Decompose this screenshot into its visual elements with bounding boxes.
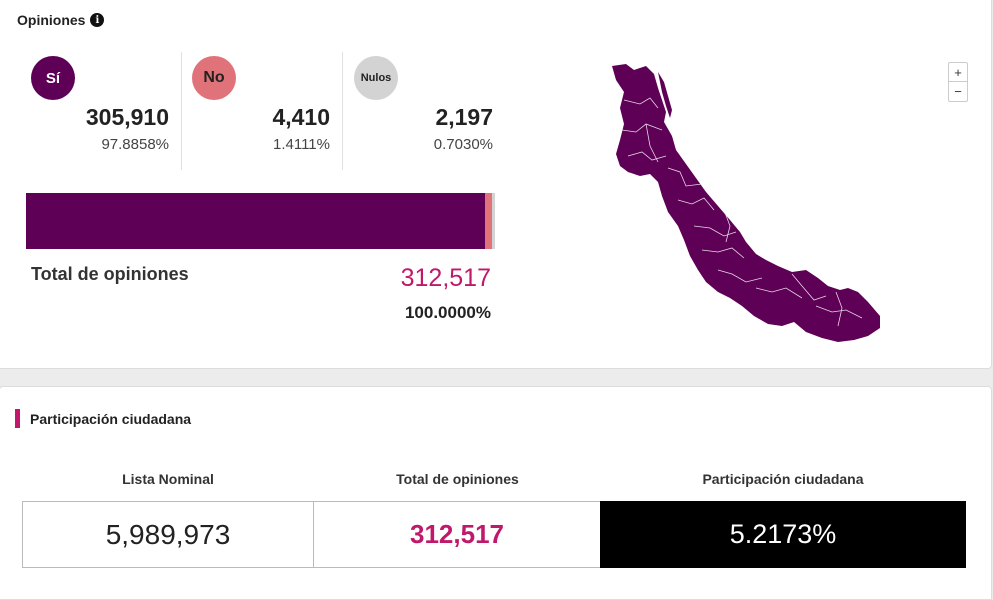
option-si-count: 305,910: [85, 104, 169, 130]
municipality-borders: [621, 97, 863, 327]
option-no-percentage: 1.4111%: [273, 136, 330, 153]
option-nulos-percentage: 0.7030%: [433, 136, 493, 153]
option-si-percentage: 97.8858%: [101, 136, 169, 153]
divider: [181, 52, 182, 170]
divider: [342, 52, 343, 170]
participacion-value: 5.2173%: [600, 501, 966, 568]
lista-nominal-header: Lista Nominal: [122, 471, 214, 487]
participacion-title: Participación ciudadana: [15, 409, 191, 428]
opiniones-title: Opiniones i: [17, 12, 105, 28]
option-nulos-badge: Nulos: [354, 56, 398, 100]
bar-segment-si: [26, 193, 486, 249]
option-si-badge: Sí: [31, 56, 75, 100]
option-nulos-count: 2,197: [435, 104, 493, 130]
bar-segment-nulos: [491, 193, 495, 249]
opiniones-card: Opiniones i Sí 305,910 97.8858% No 4,410…: [0, 0, 992, 369]
total-opiniones-value: 312,517: [313, 501, 602, 568]
title-accent-mark: [15, 409, 20, 428]
opinion-share-bar: [26, 193, 495, 249]
participacion-header: Participación ciudadana: [702, 471, 864, 487]
total-percentage: 100.0000%: [404, 303, 491, 322]
map-coast-strip: [658, 72, 672, 118]
participacion-card: Participación ciudadana Lista Nominal To…: [0, 386, 992, 600]
bar-segment-no: [485, 193, 492, 249]
option-no-count: 4,410: [272, 104, 330, 130]
zoom-out-button[interactable]: −: [948, 82, 968, 102]
option-si: Sí 305,910 97.8858%: [30, 52, 169, 170]
total-label: Total de opiniones: [31, 264, 189, 284]
total-count: 312,517: [400, 264, 491, 292]
map-region[interactable]: [612, 64, 880, 342]
option-no-badge: No: [192, 56, 236, 100]
info-icon[interactable]: i: [90, 13, 105, 27]
option-nulos: Nulos 2,197 0.7030%: [354, 52, 493, 170]
state-map[interactable]: [606, 60, 888, 345]
zoom-in-button[interactable]: +: [948, 62, 968, 82]
option-no: No 4,410 1.4111%: [192, 52, 330, 170]
total-opiniones-header: Total de opiniones: [396, 471, 519, 487]
lista-nominal-value: 5,989,973: [22, 501, 314, 568]
